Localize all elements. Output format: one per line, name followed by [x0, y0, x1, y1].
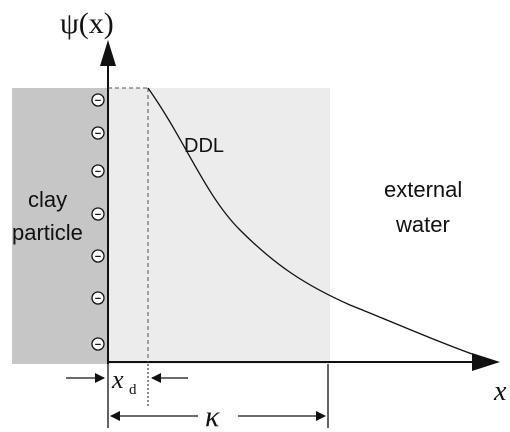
x-axis-label: x [493, 376, 507, 407]
negative-charge-icon [91, 126, 105, 140]
negative-charge-icon [91, 164, 105, 178]
xd-subscript: d [129, 382, 137, 398]
clay-label-line1: clay [28, 187, 67, 212]
negative-charge-sign: − [95, 128, 101, 140]
water-label-line1: external [384, 177, 462, 202]
negative-charge-icon [91, 291, 105, 305]
negative-charge-icon [91, 337, 105, 351]
water-label-line2: water [395, 212, 450, 237]
negative-charge-sign: − [95, 209, 101, 221]
surface-charges: − − − − − − − [91, 93, 105, 351]
xd-label: x [111, 365, 124, 394]
x-axis-arrowhead [472, 353, 500, 371]
ddl-region [108, 88, 330, 364]
clay-label-line2: particle [12, 220, 83, 245]
negative-charge-icon [91, 93, 105, 107]
negative-charge-sign: − [95, 339, 101, 351]
y-axis-arrowhead [100, 40, 116, 66]
negative-charge-sign: − [95, 251, 101, 263]
negative-charge-sign: − [95, 166, 101, 178]
negative-charge-icon [91, 207, 105, 221]
negative-charge-icon [91, 249, 105, 263]
ddl-label: DDL [184, 135, 224, 157]
negative-charge-sign: − [95, 293, 101, 305]
negative-charge-sign: − [95, 95, 101, 107]
kappa-label: κ [205, 400, 220, 432]
potential-curve [147, 87, 479, 357]
y-axis-label: ψ(x) [60, 7, 114, 40]
